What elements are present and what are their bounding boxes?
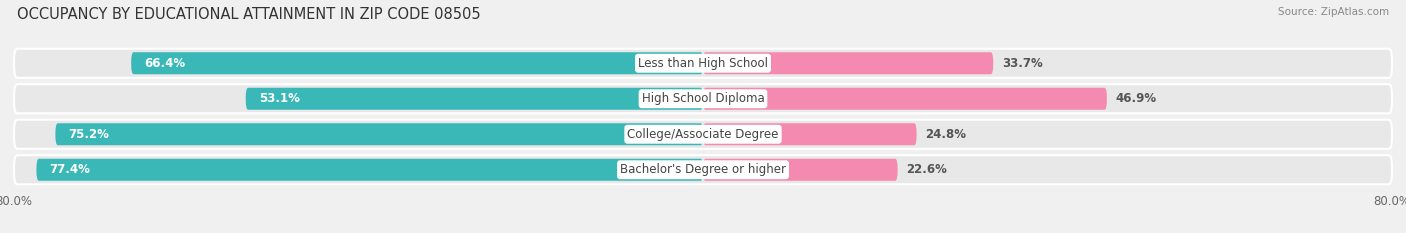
Text: 24.8%: 24.8% xyxy=(925,128,966,141)
FancyBboxPatch shape xyxy=(14,49,1392,78)
FancyBboxPatch shape xyxy=(55,123,703,145)
Text: 77.4%: 77.4% xyxy=(49,163,90,176)
Text: Less than High School: Less than High School xyxy=(638,57,768,70)
Text: 22.6%: 22.6% xyxy=(907,163,948,176)
Text: 33.7%: 33.7% xyxy=(1002,57,1043,70)
Text: College/Associate Degree: College/Associate Degree xyxy=(627,128,779,141)
Text: 53.1%: 53.1% xyxy=(259,92,299,105)
FancyBboxPatch shape xyxy=(246,88,703,110)
FancyBboxPatch shape xyxy=(703,159,897,181)
FancyBboxPatch shape xyxy=(14,84,1392,113)
FancyBboxPatch shape xyxy=(14,155,1392,184)
Text: 66.4%: 66.4% xyxy=(143,57,186,70)
FancyBboxPatch shape xyxy=(703,123,917,145)
FancyBboxPatch shape xyxy=(131,52,703,74)
Text: 75.2%: 75.2% xyxy=(69,128,110,141)
FancyBboxPatch shape xyxy=(703,52,993,74)
Text: Bachelor's Degree or higher: Bachelor's Degree or higher xyxy=(620,163,786,176)
FancyBboxPatch shape xyxy=(14,120,1392,149)
Text: Source: ZipAtlas.com: Source: ZipAtlas.com xyxy=(1278,7,1389,17)
FancyBboxPatch shape xyxy=(703,88,1107,110)
Text: OCCUPANCY BY EDUCATIONAL ATTAINMENT IN ZIP CODE 08505: OCCUPANCY BY EDUCATIONAL ATTAINMENT IN Z… xyxy=(17,7,481,22)
FancyBboxPatch shape xyxy=(37,159,703,181)
Text: 46.9%: 46.9% xyxy=(1115,92,1157,105)
Text: High School Diploma: High School Diploma xyxy=(641,92,765,105)
